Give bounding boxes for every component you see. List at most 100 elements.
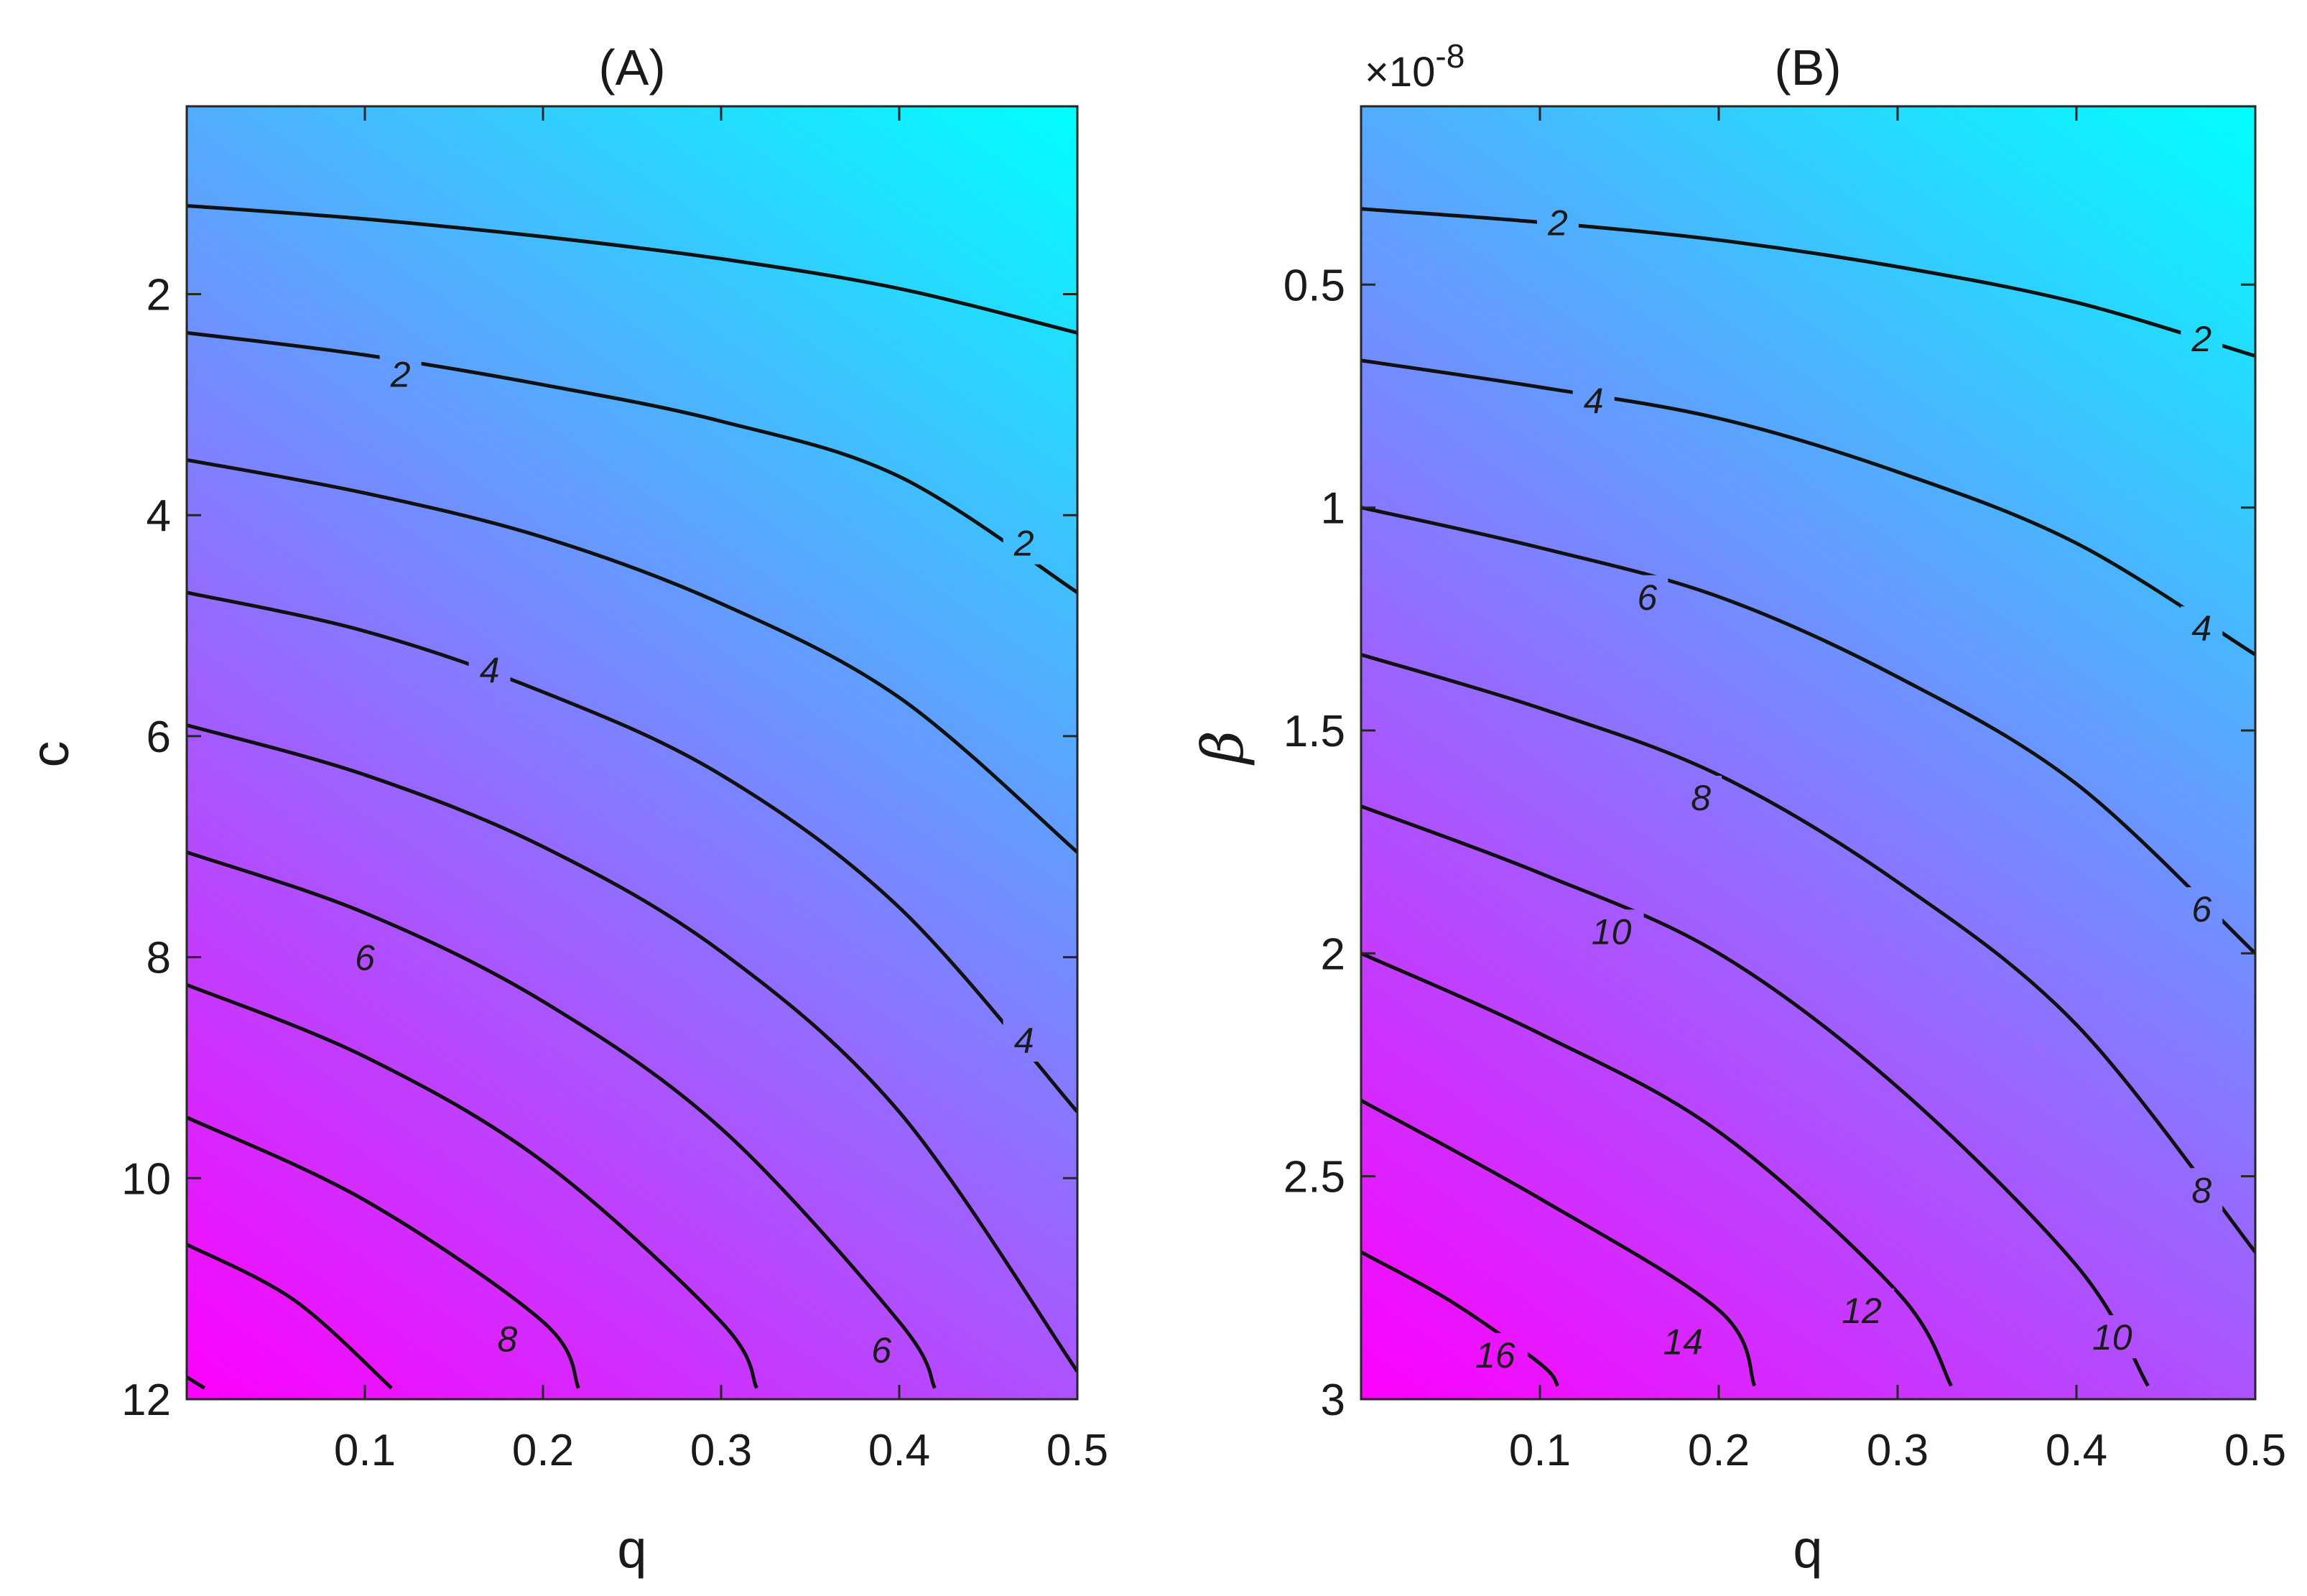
contour-label: 8 (1691, 778, 1711, 818)
y-tick-label: 12 (121, 1375, 171, 1425)
contour-line-5 (187, 723, 1077, 1373)
y-exponent-power: -8 (1435, 37, 1464, 75)
contour-label-gap (344, 935, 386, 979)
contour-label-gap (1572, 379, 1615, 422)
contour-line-2 (1361, 207, 2255, 358)
contour-label: 14 (1663, 1322, 1703, 1362)
y-tick-label: 0.5 (1284, 261, 1345, 310)
contour-label: 2 (2191, 319, 2211, 359)
contour-label-gap (1626, 575, 1668, 618)
contour-group-b (1361, 207, 2255, 1387)
panel-a: 2 2 4 4 6 6 8 0.1 0.2 0.3 0.4 0.5 2 4 6 8 10 12 (A) q c (20, 40, 1108, 1579)
contour-label-gap (379, 352, 422, 396)
plot-frame-a (185, 105, 1079, 1401)
contour-label-gap (2181, 606, 2223, 650)
y-axis-label-b: β (1189, 730, 1256, 766)
contour-line-4 (1361, 358, 2255, 657)
contour-label: 16 (1475, 1335, 1515, 1375)
contour-line-12 (1361, 952, 1953, 1387)
contour-label-gap (1003, 1019, 1045, 1062)
y-tick-label: 2 (147, 271, 171, 320)
x-tick-label: 0.1 (1509, 1426, 1571, 1475)
contour-line-9 (187, 1243, 393, 1390)
x-tick-label: 0.3 (690, 1426, 752, 1475)
plot-area-b (1361, 106, 2255, 1399)
contour-line-3 (187, 458, 1077, 854)
y-tick-label: 6 (147, 713, 171, 762)
panel-b: 2 2 4 4 6 6 8 8 10 10 12 14 16 0.1 0.2 0.3 0.4 0.5 0.5 1 1.… (1189, 37, 2286, 1579)
y-exponent-base: ×10 (1365, 49, 1435, 96)
contour-label-group-a: 2 2 4 4 6 6 8 (344, 352, 1045, 1371)
contour-label-gap (1462, 1332, 1528, 1376)
y-tick-label: 4 (147, 491, 171, 541)
x-tick-label: 0.5 (1046, 1426, 1108, 1475)
y-tick-label: 1 (1321, 484, 1345, 534)
y-exponent-label-b: ×10-8 (1365, 37, 1464, 96)
y-tick-label: 1.5 (1284, 707, 1345, 756)
y-tick-label: 2 (1321, 929, 1345, 979)
contour-label: 6 (355, 938, 375, 978)
contour-label: 2 (1013, 524, 1034, 564)
contour-label-gap (1829, 1288, 1895, 1332)
y-axis-label-a: c (20, 741, 80, 768)
panel-title-a: (A) (598, 40, 665, 96)
contour-line-6 (1361, 506, 2255, 955)
contour-label-gap (1003, 521, 1045, 565)
contour-label-gap (1651, 1319, 1716, 1363)
contour-line-8 (187, 1115, 580, 1389)
contour-label-gap (2079, 1315, 2145, 1359)
contour-label: 8 (2191, 1170, 2211, 1210)
x-tick-label: 0.5 (2224, 1426, 2286, 1475)
contour-line-14 (1361, 1098, 1757, 1387)
x-tick-label: 0.4 (868, 1426, 930, 1475)
x-tick-label: 0.4 (2046, 1426, 2107, 1475)
contour-label: 6 (871, 1330, 891, 1370)
tick-group-a: 0.1 0.2 0.3 0.4 0.5 2 4 6 8 10 12 (121, 106, 1108, 1475)
contour-line-6 (187, 850, 937, 1389)
contour-label-gap (486, 1317, 529, 1360)
y-tick-label: 8 (147, 934, 171, 983)
contour-label-gap (468, 648, 511, 692)
contour-label-gap (2181, 316, 2223, 360)
contour-line-10 (1361, 804, 2150, 1387)
contour-line-4 (187, 590, 1077, 1113)
contour-label-gap (860, 1327, 903, 1371)
contour-label: 8 (497, 1319, 517, 1359)
plot-frame-b (1360, 105, 2257, 1401)
contour-label-gap (1680, 776, 1722, 820)
y-tick-label: 10 (121, 1154, 171, 1204)
panel-title-b: (B) (1774, 40, 1841, 96)
contour-label: 4 (2191, 608, 2211, 649)
x-tick-label: 0.3 (1867, 1426, 1928, 1475)
x-axis-label-a: q (617, 1519, 646, 1579)
contour-label: 2 (390, 354, 411, 394)
contour-line-1 (187, 204, 1077, 335)
contour-label-gap (1579, 909, 1644, 953)
contour-label: 4 (480, 651, 500, 691)
contour-line-16 (1361, 1251, 1560, 1387)
contour-label-gap (1536, 200, 1579, 244)
contour-label: 12 (1842, 1291, 1882, 1331)
y-tick-label: 3 (1321, 1375, 1345, 1425)
contour-label-group-b: 2 2 4 4 6 6 8 8 10 10 12 14 16 (1462, 200, 2223, 1376)
tick-group-b: 0.1 0.2 0.3 0.4 0.5 0.5 1 1.5 2 2.5 3 (1284, 106, 2286, 1475)
contour-label: 4 (1014, 1021, 1034, 1061)
contour-label: 6 (2191, 889, 2211, 929)
x-tick-label: 0.1 (334, 1426, 396, 1475)
contour-line-2 (187, 330, 1077, 594)
x-tick-label: 0.2 (512, 1426, 574, 1475)
contour-label-gap (2181, 887, 2223, 931)
contour-label: 10 (2092, 1317, 2132, 1358)
contour-group-a (187, 204, 1077, 1390)
x-axis-label-b: q (1793, 1519, 1822, 1579)
contour-label-gap (2181, 1168, 2223, 1212)
contour-label: 6 (1637, 577, 1657, 618)
contour-label: 2 (1547, 203, 1568, 243)
contour-label: 4 (1584, 381, 1604, 422)
contour-label: 10 (1592, 911, 1632, 952)
x-tick-label: 0.2 (1688, 1426, 1750, 1475)
contour-line-7 (187, 983, 758, 1389)
y-tick-label: 2.5 (1284, 1153, 1345, 1202)
contour-line-8 (1361, 653, 2255, 1253)
